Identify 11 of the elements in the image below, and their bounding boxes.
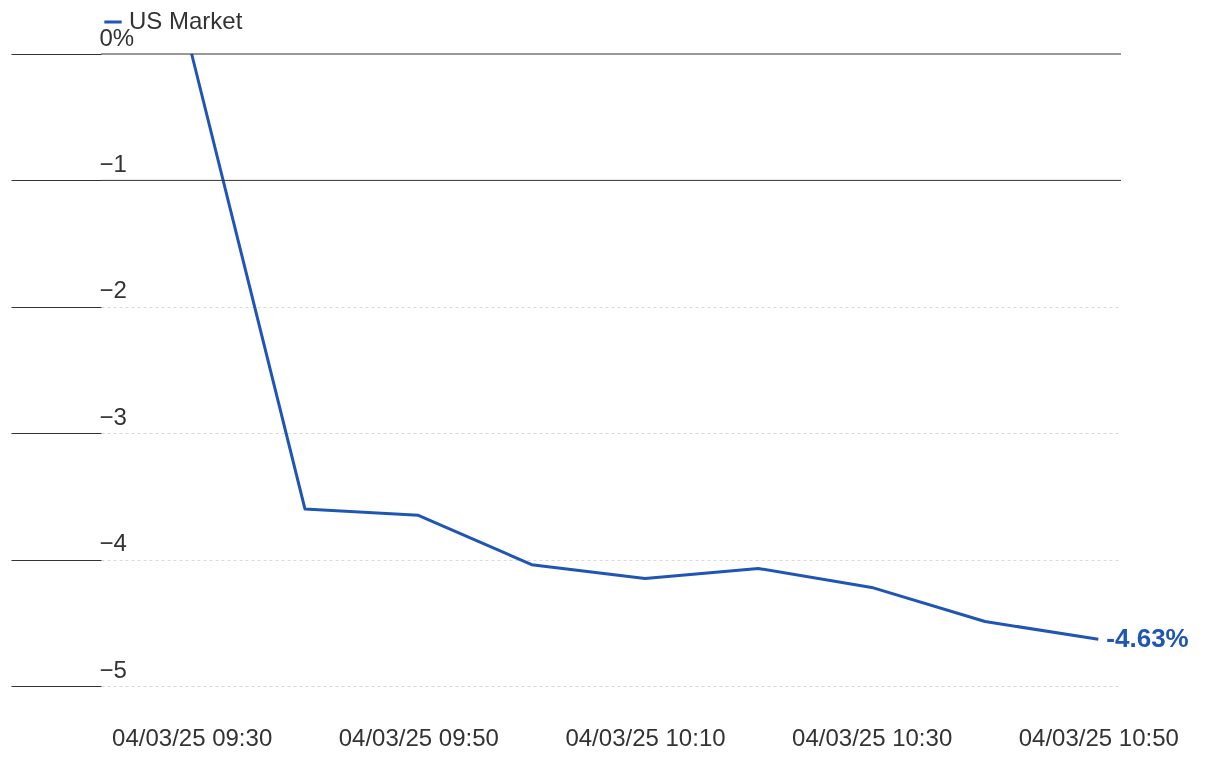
annotation: -4.63%: [1106, 623, 1189, 654]
x-tick-label: 04/03/25 09:30: [112, 723, 273, 751]
y-tick-label: −2: [99, 276, 127, 304]
x-tick-label: 04/03/25 10:50: [1018, 723, 1179, 751]
x-tick-label: 04/03/25 10:30: [792, 723, 953, 751]
y-tick-label: −3: [99, 402, 127, 430]
y-tick-label: −4: [99, 529, 127, 557]
y-tick-label: −1: [99, 149, 127, 177]
y-tick-label: −5: [99, 655, 127, 683]
x-tick-label: 04/03/25 09:50: [338, 723, 499, 751]
x-tick-label: 04/03/25 10:10: [565, 723, 726, 751]
